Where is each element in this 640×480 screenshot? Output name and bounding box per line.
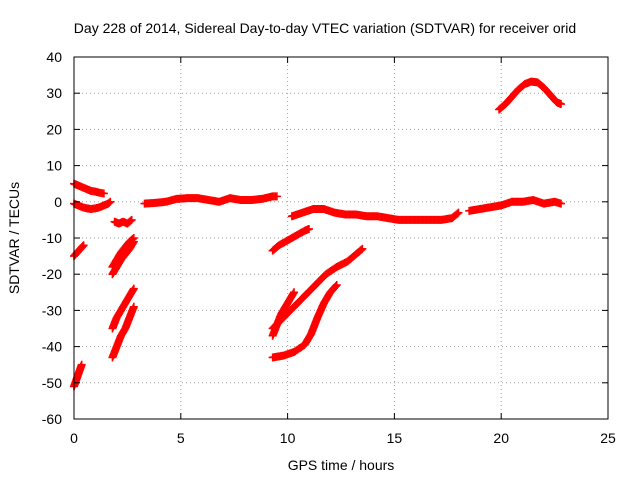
y-tick-label: -20 — [42, 266, 62, 282]
series-arc-m — [268, 244, 367, 333]
y-tick-label: 20 — [46, 121, 62, 137]
y-tick-labels: 40 30 20 10 0 -10 -20 -30 -40 -50 -60 — [42, 49, 62, 427]
data-point-marker — [128, 234, 137, 243]
y-tick-label: 10 — [46, 158, 62, 174]
series-arc-a — [70, 179, 108, 198]
data-point-marker — [129, 302, 138, 311]
series-arc-h — [108, 284, 138, 333]
x-tick-label: 25 — [600, 430, 616, 446]
series-arc-q — [495, 77, 566, 114]
series-arc-o — [287, 205, 463, 224]
x-tick-label: 10 — [280, 430, 296, 446]
data-point-marker — [78, 242, 87, 251]
x-tick-label: 5 — [177, 430, 185, 446]
data-point-marker — [129, 284, 138, 293]
x-tick-label: 20 — [493, 430, 509, 446]
data-point-marker — [99, 189, 108, 198]
y-tick-label: -30 — [42, 302, 62, 318]
series-arc-c — [70, 241, 88, 261]
chart-title: Day 228 of 2014, Sidereal Day-to-day VTE… — [74, 20, 576, 36]
grid-lines — [74, 57, 608, 419]
series-arc-j — [140, 192, 281, 208]
series-arc-n — [268, 281, 341, 362]
data-series — [70, 77, 566, 391]
series-arc-g — [108, 234, 138, 271]
x-tick-label: 0 — [70, 430, 78, 446]
data-point-marker — [453, 209, 462, 218]
data-point-marker — [126, 216, 135, 225]
series-arc-k — [268, 224, 313, 255]
y-tick-label: -50 — [42, 375, 62, 391]
x-axis-label: GPS time / hours — [288, 457, 395, 473]
data-point-marker — [272, 192, 281, 201]
y-tick-label: -60 — [42, 411, 62, 427]
y-axis-label: SDTVAR / TECUs — [6, 182, 22, 294]
data-point-marker — [127, 215, 136, 224]
y-tick-label: -10 — [42, 230, 62, 246]
data-point-marker — [332, 281, 341, 290]
y-tick-label: -40 — [42, 339, 62, 355]
series-arc-e — [110, 215, 136, 228]
y-tick-label: 0 — [54, 194, 62, 210]
data-point-marker — [331, 282, 340, 291]
series-arc-i — [108, 302, 138, 362]
x-tick-labels: 0 5 10 15 20 25 — [70, 430, 616, 446]
series-arc-d — [70, 360, 86, 391]
data-point-marker — [79, 241, 88, 250]
series-arc-b — [70, 197, 115, 214]
data-point-marker — [557, 100, 566, 109]
plot-frame — [73, 56, 609, 420]
series-arc-p — [465, 195, 566, 215]
y-tick-label: 40 — [46, 49, 62, 65]
y-tick-label: 30 — [46, 85, 62, 101]
data-point-marker — [358, 244, 367, 253]
data-point-marker — [290, 288, 299, 297]
data-point-marker — [557, 199, 566, 208]
x-tick-label: 15 — [387, 430, 403, 446]
data-point-marker — [129, 234, 138, 242]
data-point-marker — [77, 360, 86, 369]
data-point-marker — [357, 245, 366, 254]
data-point-marker — [454, 208, 463, 217]
data-point-marker — [304, 224, 313, 233]
series-arc-f — [108, 237, 138, 279]
data-point-marker — [106, 197, 115, 206]
data-point-marker — [78, 243, 87, 252]
data-point-marker — [105, 198, 114, 207]
